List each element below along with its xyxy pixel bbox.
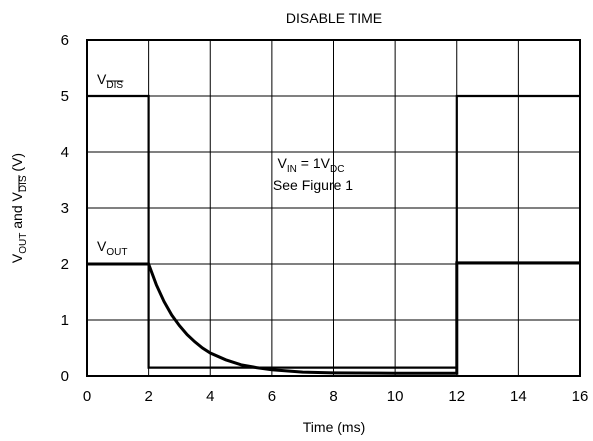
series-label-vdis: VDIS xyxy=(97,71,123,91)
y-tick-labels: 0 1 2 3 4 5 6 xyxy=(61,32,69,385)
x-tick-label: 8 xyxy=(329,388,337,405)
series-lines xyxy=(87,94,580,375)
x-tick-label: 16 xyxy=(572,388,589,405)
series-line-vout xyxy=(87,261,580,375)
x-tick-label: 0 xyxy=(83,388,91,405)
y-tick-label: 5 xyxy=(61,88,69,105)
y-tick-label: 2 xyxy=(61,256,69,273)
y-tick-label: 4 xyxy=(61,144,69,161)
x-tick-label: 12 xyxy=(448,388,465,405)
x-axis-label: Time (ms) xyxy=(303,419,365,435)
y-axis-label: VOUT and VDIS (V) xyxy=(9,153,29,263)
y-tick-label: 1 xyxy=(61,312,69,329)
series-line-vdis xyxy=(87,94,580,369)
overline-marks xyxy=(18,80,124,193)
y-tick-label: 3 xyxy=(61,200,69,217)
annotation-vin: VIN = 1VDC xyxy=(278,155,345,175)
annotation-figure: See Figure 1 xyxy=(273,177,353,193)
x-tick-labels: 0 2 4 6 8 10 12 14 16 xyxy=(83,388,589,405)
x-tick-label: 2 xyxy=(144,388,152,405)
x-tick-label: 14 xyxy=(510,388,527,405)
chart-title: DISABLE TIME xyxy=(286,10,382,26)
y-tick-label: 0 xyxy=(61,368,69,385)
plot-frame xyxy=(86,39,581,377)
x-tick-label: 10 xyxy=(387,388,404,405)
y-tick-label: 6 xyxy=(61,32,69,49)
grid xyxy=(86,39,581,377)
series-label-vout: VOUT xyxy=(97,238,127,258)
x-tick-label: 6 xyxy=(268,388,276,405)
x-tick-label: 4 xyxy=(206,388,214,405)
